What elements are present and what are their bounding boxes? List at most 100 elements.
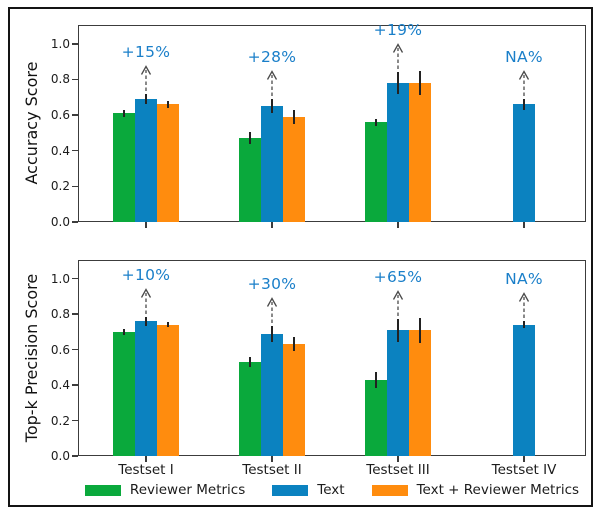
- legend-item: Text + Reviewer Metrics: [371, 482, 580, 498]
- bar: [135, 99, 157, 222]
- bar: [283, 344, 305, 456]
- precision-plot-area: 0.0 0.2 0.4 0.6 0.8 1.0 Testset I Testset II Tes…: [51, 260, 586, 478]
- y-tick-label: 0.0: [50, 215, 70, 229]
- annotation-arrow-icon: [517, 69, 531, 97]
- blue-legend-swatch: [272, 484, 309, 496]
- error-bar: [145, 316, 147, 326]
- x-tick-label: Testset III: [366, 462, 430, 478]
- error-bar: [249, 132, 251, 145]
- y-tick: [72, 149, 78, 152]
- y-tick-label: 0.8: [50, 72, 70, 87]
- annotation-label: +30%: [247, 274, 297, 293]
- y-tick: [72, 221, 78, 223]
- error-bar: [375, 371, 377, 388]
- y-tick-label: 0.8: [50, 307, 70, 322]
- annotation-label: +15%: [121, 42, 171, 61]
- y-tick: [72, 348, 78, 351]
- annotation-label: NA%: [505, 48, 543, 67]
- legend-item: Text: [272, 482, 345, 498]
- y-tick-label: 0.2: [50, 179, 70, 194]
- error-bar: [523, 99, 525, 110]
- bar: [261, 106, 283, 222]
- y-tick-label: 0.0: [50, 449, 70, 463]
- error-bar: [419, 70, 421, 96]
- legend-label: Text: [317, 482, 345, 498]
- x-tick-label: Testset IV: [491, 462, 557, 478]
- y-tick: [72, 43, 78, 45]
- annotation-arrow-icon: [139, 64, 153, 91]
- bar: [157, 104, 179, 222]
- error-bar: [123, 329, 125, 335]
- y-tick: [72, 277, 78, 280]
- error-bar: [145, 93, 147, 105]
- legend: Reviewer Metrics Text Text + Reviewer Metr…: [78, 477, 586, 503]
- y-tick: [72, 185, 78, 188]
- annotation-arrow-icon: [265, 69, 279, 97]
- bar: [513, 104, 535, 222]
- x-tick: [523, 222, 525, 228]
- y-tick-label: 0.6: [50, 342, 70, 357]
- x-tick: [271, 456, 273, 462]
- x-tick: [145, 456, 147, 462]
- x-tick: [397, 222, 399, 228]
- x-tick-label: Testset I: [118, 462, 174, 478]
- bar: [113, 331, 135, 456]
- error-bar: [397, 318, 399, 342]
- error-bar: [123, 109, 125, 117]
- error-bar: [167, 322, 169, 328]
- accuracy-plot-area: 0.0 0.2 0.4 0.6 0.8 1.0 +15% +28% +19% NA%: [51, 21, 586, 229]
- annotation-label: +28%: [247, 48, 297, 67]
- annotation-arrow-icon: [391, 289, 405, 316]
- error-bar: [167, 100, 169, 108]
- annotation-label: +10%: [121, 265, 171, 284]
- bar: [239, 362, 261, 456]
- bar: [387, 83, 409, 222]
- y-tick-label: 0.6: [50, 108, 70, 123]
- bar: [409, 330, 431, 456]
- y-tick-label: 0.4: [50, 378, 70, 393]
- legend-label: Reviewer Metrics: [129, 482, 246, 498]
- x-tick: [397, 456, 399, 462]
- legend-label: Text + Reviewer Metrics: [416, 482, 580, 498]
- bar: [409, 83, 431, 222]
- annotation-arrow-icon: [139, 287, 153, 314]
- error-bar: [375, 118, 377, 126]
- green-legend-swatch: [84, 484, 121, 496]
- annotation-label: +19%: [373, 21, 423, 40]
- y-tick-label: 1.0: [50, 36, 70, 51]
- x-tick: [523, 456, 525, 462]
- y-tick-label: 1.0: [50, 271, 70, 286]
- error-bar: [419, 317, 421, 343]
- x-tick: [145, 222, 147, 228]
- x-tick: [271, 222, 273, 228]
- bar: [261, 333, 283, 456]
- y-tick: [72, 114, 78, 116]
- bar: [513, 324, 535, 456]
- bar: [365, 122, 387, 222]
- bar: [283, 116, 305, 222]
- y-tick: [72, 419, 78, 422]
- bar: [135, 321, 157, 456]
- y-tick: [72, 78, 78, 81]
- bar: [365, 379, 387, 456]
- y-tick: [72, 313, 78, 315]
- y-tick: [72, 384, 78, 386]
- error-bar: [397, 72, 399, 94]
- bar: [113, 113, 135, 222]
- y-tick: [72, 455, 78, 457]
- y-tick-label: 0.4: [50, 143, 70, 158]
- annotation-label: +65%: [373, 267, 423, 286]
- error-bar: [523, 321, 525, 329]
- x-tick-label: Testset II: [242, 462, 302, 478]
- annotation-arrow-icon: [391, 42, 405, 70]
- error-bar: [271, 325, 273, 342]
- legend-item: Reviewer Metrics: [84, 482, 246, 498]
- orange-legend-swatch: [371, 484, 408, 496]
- bar: [387, 330, 409, 456]
- annotation-arrow-icon: [517, 291, 531, 319]
- error-bar: [271, 99, 273, 114]
- error-bar: [293, 337, 295, 352]
- annotation-arrow-icon: [265, 296, 279, 323]
- annotation-label: NA%: [505, 270, 543, 289]
